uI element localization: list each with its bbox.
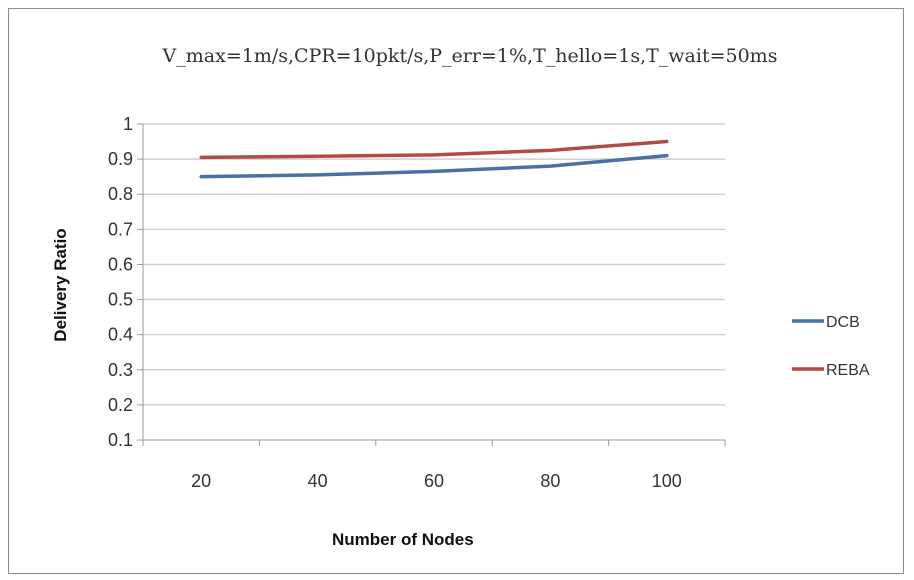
y-tick-label: 0.8 (108, 184, 133, 204)
axes (142, 124, 725, 441)
x-tick-label: 60 (424, 471, 444, 491)
y-tick-label: 0.5 (108, 290, 133, 310)
y-tick-label: 0.4 (108, 325, 133, 345)
x-tick-label: 80 (540, 471, 560, 491)
y-tick-label: 1 (123, 114, 133, 134)
x-tick-label: 100 (652, 471, 682, 491)
y-tick-label: 0.3 (108, 360, 133, 380)
legend-label-reba: REBA (826, 362, 870, 379)
y-tick-label: 0.6 (108, 254, 133, 274)
chart-title: V_max=1m/s,CPR=10pkt/s,P_err=1%,T_hello=… (162, 45, 778, 67)
series-line-reba (199, 139, 669, 160)
y-tick-label: 0.7 (108, 219, 133, 239)
x-tick-label: 20 (191, 471, 211, 491)
chart-frame (8, 8, 904, 574)
y-tick-label: 0.9 (108, 149, 133, 169)
x-tick-label: 40 (308, 471, 328, 491)
legend: DCB REBA (792, 314, 870, 379)
series-lines (199, 139, 669, 179)
y-tick-label: 0.2 (108, 395, 133, 415)
x-axis-label: Number of Nodes (332, 530, 474, 549)
y-axis-label: Delivery Ratio (51, 228, 70, 341)
y-tick-label: 0.1 (108, 430, 133, 450)
y-axis-ticks: 0.1 0.2 0.3 0.4 0.5 0.6 0.7 0.8 0.9 1 (108, 114, 143, 450)
legend-label-dcb: DCB (826, 314, 860, 331)
series-line-dcb (199, 153, 669, 179)
gridlines (143, 123, 725, 406)
x-axis-ticks: 20 40 60 80 100 (142, 440, 726, 491)
